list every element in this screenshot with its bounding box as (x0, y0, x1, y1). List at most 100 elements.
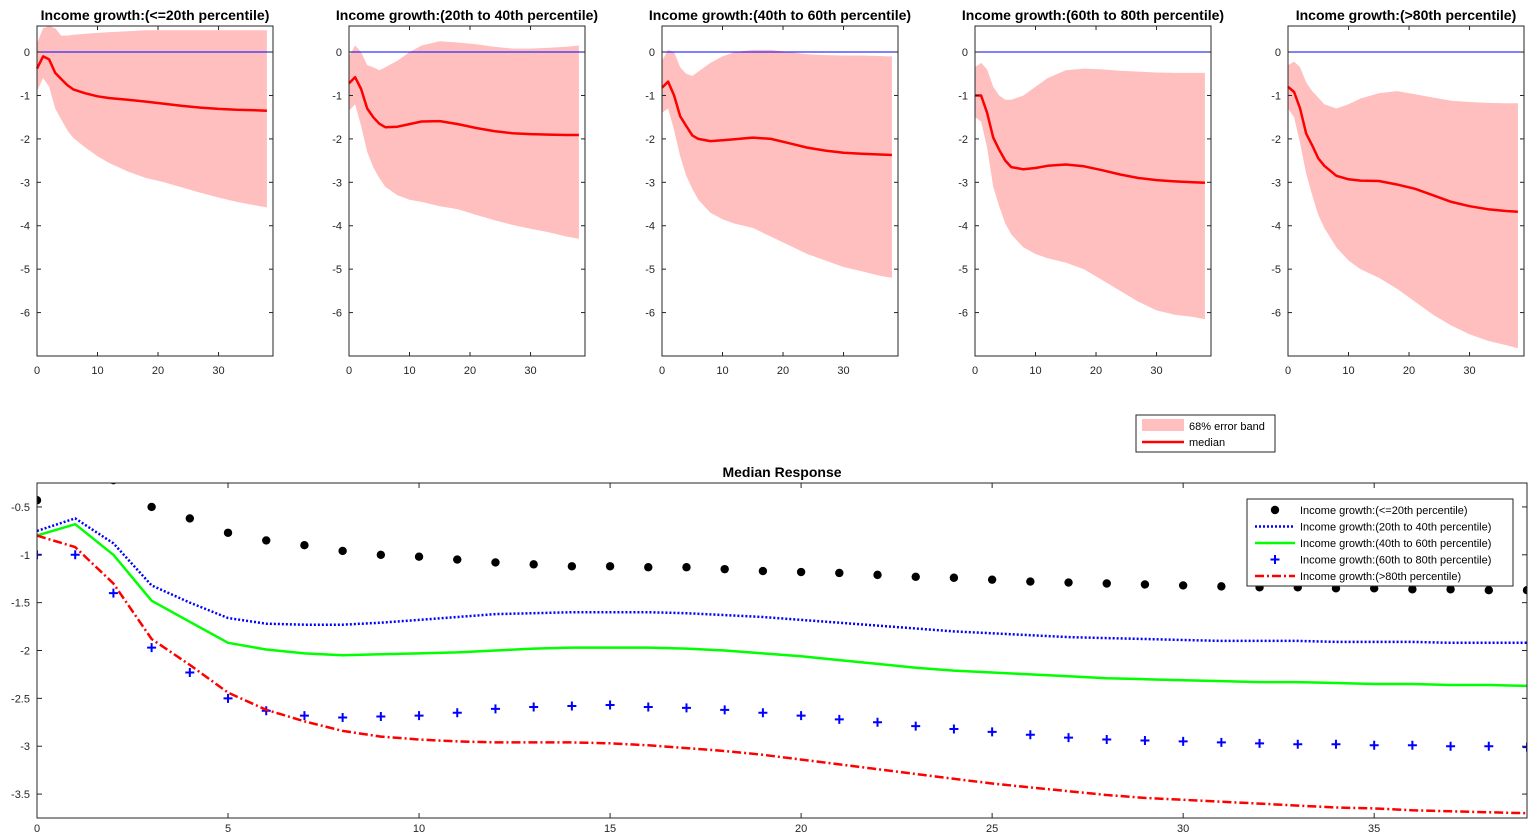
band-panel: Income growth:(>80th percentile) 0 -1 -2 -3 -… (1271, 7, 1525, 377)
axes-box (974, 25, 1212, 357)
data-point-dot (835, 568, 844, 578)
data-point-dot (605, 562, 615, 571)
y-tick-label: -1 (1271, 90, 1281, 102)
x-tick-label: 30 (837, 365, 849, 377)
data-point-dot (1446, 585, 1455, 594)
x-tick-label: 20 (152, 365, 164, 377)
x-tick-label: 10 (1342, 365, 1354, 377)
series-5 (37, 534, 1527, 815)
median-line (348, 75, 579, 137)
x-tick-label: 0 (34, 823, 40, 835)
data-point-plus (1331, 739, 1341, 749)
data-point-dot (758, 566, 768, 576)
error-band (662, 49, 892, 278)
main-title: Median Response (722, 464, 841, 480)
data-point-dot (300, 541, 309, 550)
data-point-plus (720, 705, 730, 715)
y-tick-label: -3 (20, 177, 30, 189)
x-tick-label: 0 (34, 365, 40, 377)
y-tick-label: -2 (1271, 134, 1281, 146)
y-tick-label: 0 (962, 47, 968, 59)
band-panel: Income growth:(40th to 60th percentile) 0… (645, 7, 911, 377)
y-tick-label: -2 (20, 134, 30, 146)
data-point-dot (1217, 582, 1226, 591)
y-tick-label: -5 (958, 264, 968, 276)
data-point-plus (1369, 740, 1379, 750)
data-point-plus (1446, 741, 1456, 751)
y-tick-label: -6 (20, 308, 30, 320)
data-point-plus (1522, 742, 1527, 752)
y-tick-label: -1.5 (11, 598, 30, 610)
legend-label: Income growth:(20th to 40th percentile) (1300, 522, 1491, 534)
x-tick-label: 25 (986, 823, 998, 835)
x-tick-label: 10 (413, 823, 425, 835)
y-tick-label: -3.5 (11, 789, 30, 801)
data-point-dot (720, 564, 729, 574)
x-tick-label: 10 (91, 365, 103, 377)
data-point-plus (147, 643, 157, 653)
data-point-dot (987, 575, 997, 584)
x-tick-label: 0 (1285, 365, 1291, 377)
data-point-plus (376, 712, 386, 722)
data-point-plus (834, 714, 844, 724)
data-point-dot (529, 560, 538, 569)
data-point-dot (338, 546, 347, 556)
plot-area (37, 483, 1527, 815)
band-legend-swatch (1142, 419, 1184, 431)
data-point-dot (1026, 577, 1035, 586)
data-point-dot (1140, 580, 1150, 589)
data-point-plus (1216, 737, 1226, 747)
y-tick-label: -1 (20, 90, 30, 102)
series-line (37, 522, 1527, 688)
x-tick-label: 20 (1403, 365, 1415, 377)
error-band (37, 26, 267, 208)
median-line (975, 94, 1205, 185)
median-line (661, 80, 892, 157)
data-point-plus (949, 724, 959, 734)
y-tick-label: -4 (332, 221, 342, 233)
panel-title: Income growth:(>80th percentile) (1296, 7, 1517, 23)
y-tick-label: -2 (958, 134, 968, 146)
x-tick-label: 30 (1177, 823, 1189, 835)
legend-marker-plus (1270, 555, 1280, 564)
y-tick-label: -2 (645, 134, 655, 146)
data-point-plus (643, 702, 653, 712)
y-tick-label: -3 (1271, 177, 1281, 189)
data-point-plus (758, 708, 768, 718)
data-point-plus (108, 588, 118, 598)
data-point-dot (911, 572, 920, 581)
y-tick-label: -1 (645, 90, 655, 102)
data-point-plus (414, 711, 424, 721)
data-point-dot (1408, 585, 1417, 594)
data-point-plus (911, 721, 921, 731)
series-4 (37, 550, 1527, 752)
y-tick-label: -4 (1271, 221, 1281, 233)
x-tick-label: 30 (1463, 365, 1475, 377)
data-point-plus (1178, 736, 1188, 746)
data-point-dot (147, 502, 156, 512)
legend-label: Income growth:(60th to 80th percentile) (1300, 555, 1491, 567)
band-legend: 68% error band median (1135, 414, 1276, 453)
data-point-plus (1255, 738, 1265, 748)
y-tick-label: -6 (1271, 308, 1281, 320)
error-band (349, 41, 579, 239)
panel-title: Income growth:(20th to 40th percentile) (336, 7, 598, 23)
y-tick-label: -3 (332, 177, 342, 189)
legend-label: Income growth:(<=20th percentile) (1300, 505, 1468, 517)
data-point-plus (1064, 733, 1074, 743)
data-point-dot (682, 563, 691, 572)
band-panel: Income growth:(<=20th percentile) 0 -1 -2 -3… (20, 7, 274, 377)
data-point-dot (1064, 578, 1073, 587)
x-tick-label: 35 (1368, 823, 1380, 835)
y-tick-label: -4 (645, 221, 655, 233)
data-point-plus (1140, 735, 1150, 745)
data-point-dot (185, 514, 195, 523)
main-legend: Income growth:(<=20th percentile) Income … (1246, 498, 1514, 587)
y-tick-label: 0 (24, 47, 30, 59)
y-tick-label: -6 (645, 308, 655, 320)
data-point-plus (796, 711, 806, 721)
data-point-plus (681, 703, 691, 713)
x-tick-label: 30 (212, 365, 224, 377)
data-point-plus (185, 668, 195, 678)
